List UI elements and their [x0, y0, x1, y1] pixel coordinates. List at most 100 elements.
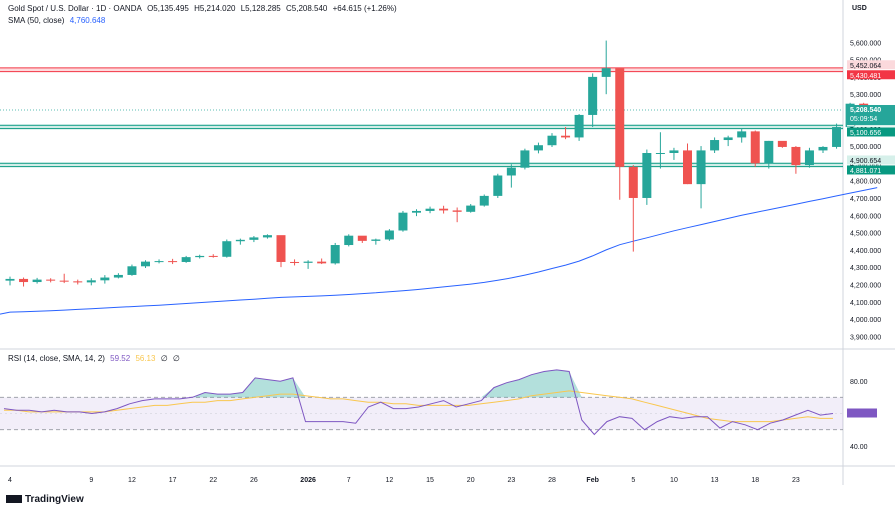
candle-body	[561, 135, 571, 138]
rsi-extra-2: ∅	[172, 354, 180, 363]
candle-body	[791, 146, 801, 166]
rsi-extra-1: ∅	[160, 354, 168, 363]
zone-label-bottom-bg	[847, 70, 895, 80]
zone-label-bottom: 5,430.481	[850, 73, 881, 80]
price-tick-label: 4,300.000	[850, 265, 881, 272]
candle-body	[168, 261, 178, 263]
low-value: L5,128.285	[240, 4, 281, 13]
candle-body	[5, 278, 15, 281]
candle-body	[533, 145, 543, 151]
price-tick-label: 4,100.000	[850, 300, 881, 307]
candle-body	[832, 127, 842, 147]
candle-body	[723, 137, 733, 141]
time-tick-label: 17	[169, 477, 177, 484]
zone-support-upper	[0, 125, 843, 129]
time-tick-label: 4	[8, 477, 12, 484]
candle-body	[737, 131, 747, 138]
candle-body	[439, 208, 449, 211]
sma-line	[9, 187, 878, 313]
time-tick-label: 10	[670, 477, 678, 484]
candle-body	[100, 277, 110, 281]
price-tick-label: 3,900.000	[850, 334, 881, 341]
candle-body	[493, 175, 503, 196]
candle-body	[86, 280, 96, 283]
price-tick-label: 4,000.000	[850, 317, 881, 324]
zone-label-top-bg	[847, 155, 895, 165]
countdown-label: 05:09:54	[850, 116, 877, 123]
rsi-tick-label: 80.00	[850, 379, 868, 386]
price-tick-label: 5,300.000	[850, 92, 881, 99]
rsi-overbought-fill	[192, 377, 306, 398]
time-tick-label: 15	[426, 477, 434, 484]
candle-body	[615, 68, 625, 167]
time-tick-label: 23	[507, 477, 515, 484]
close-value: C5,208.540	[286, 4, 328, 13]
candle-body	[317, 261, 327, 264]
candle-body	[290, 261, 300, 263]
zone-support-lower	[0, 163, 843, 167]
candle-body	[683, 150, 692, 185]
candle-body	[818, 146, 828, 151]
candle-body	[601, 68, 611, 77]
candle-body	[425, 208, 435, 211]
candle-body	[249, 237, 259, 240]
tradingview-logo-icon	[6, 495, 22, 504]
candle-body	[344, 235, 354, 246]
candle-body	[195, 255, 205, 258]
time-tick-label: 18	[751, 477, 759, 484]
price-tick-label: 5,000.000	[850, 144, 881, 151]
candle-body	[710, 140, 720, 151]
zone-label-top: 4,900.654	[850, 158, 881, 165]
candle-body	[669, 150, 679, 153]
zone-label-top: 5,452.064	[850, 63, 881, 70]
time-tick-label: 7	[347, 477, 351, 484]
candle-body	[113, 274, 123, 278]
rsi-label[interactable]: RSI (14, close, SMA, 14, 2)	[8, 354, 105, 363]
open-value: O5,135.495	[147, 4, 189, 13]
time-tick-label: 20	[467, 477, 475, 484]
zone-resistance	[0, 67, 843, 72]
candle-body	[127, 266, 137, 275]
candle-body	[547, 135, 557, 146]
candle-body	[19, 278, 29, 283]
time-tick-label: 23	[792, 477, 800, 484]
time-tick-label: 22	[209, 477, 217, 484]
currency-label[interactable]: USD	[852, 5, 867, 12]
legend-sma: SMA (50, close) 4,760.648	[8, 16, 108, 25]
rsi-overbought-fill	[481, 369, 582, 398]
rsi-ma-line	[4, 390, 833, 423]
time-tick-label: 2026	[300, 477, 316, 484]
candle-body	[750, 131, 760, 164]
sma-line-extension	[0, 311, 11, 315]
price-tick-label: 4,700.000	[850, 196, 881, 203]
price-tick-label: 4,400.000	[850, 248, 881, 255]
candle-body	[32, 279, 42, 283]
symbol-title[interactable]: Gold Spot / U.S. Dollar · 1D · OANDA	[8, 4, 142, 13]
rsi-tick-label: 40.00	[850, 444, 868, 451]
candle-body	[466, 205, 476, 212]
zone-label-bottom-bg	[847, 127, 895, 137]
candle-body	[642, 153, 652, 198]
candle-body	[154, 261, 164, 263]
candle-body	[59, 280, 69, 282]
price-tick-label: 4,600.000	[850, 213, 881, 220]
candle-body	[141, 261, 150, 267]
sma-label[interactable]: SMA (50, close)	[8, 16, 65, 25]
price-tick-label: 4,200.000	[850, 282, 881, 289]
last-price-label: 5,208.540	[850, 107, 881, 114]
candle-body	[520, 150, 530, 168]
time-tick-label: 9	[89, 477, 93, 484]
candle-body	[412, 210, 421, 213]
candle-body	[384, 230, 394, 240]
candle-body	[262, 235, 272, 238]
candle-body	[588, 76, 598, 115]
time-tick-label: 26	[250, 477, 258, 484]
candle-body	[804, 150, 814, 166]
candle-body	[452, 210, 462, 212]
candle-body	[46, 279, 56, 281]
change-value: +64.615 (+1.26%)	[332, 4, 397, 13]
rsi-value-bg	[847, 408, 877, 418]
zone-label-top-bg	[847, 60, 895, 70]
candle-body	[628, 166, 638, 198]
